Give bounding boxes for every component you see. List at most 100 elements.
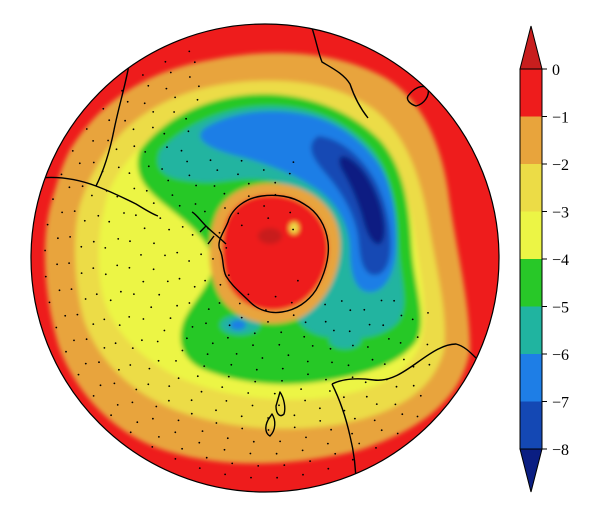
stipple-dot xyxy=(198,467,201,469)
stipple-dot xyxy=(131,401,134,404)
stipple-dot xyxy=(324,303,326,306)
stipple-dot xyxy=(91,194,93,197)
colorbar-tick-label: −5 xyxy=(552,300,569,317)
stipple-dot xyxy=(129,364,132,366)
stipple-dot xyxy=(118,368,120,371)
stipple-dot xyxy=(60,173,63,176)
stipple-dot xyxy=(145,189,148,192)
stipple-dot xyxy=(104,273,107,276)
stipple-dot xyxy=(319,407,321,410)
field-blue-patch-south-core xyxy=(230,320,246,330)
stipple-dot xyxy=(275,452,278,455)
stipple-dot xyxy=(180,149,183,152)
stipple-dot xyxy=(396,432,399,435)
stipple-dot xyxy=(61,211,63,214)
significance-stipple xyxy=(44,50,431,479)
stipple-dot xyxy=(289,211,292,214)
stipple-dot xyxy=(301,449,304,452)
stipple-dot xyxy=(274,295,277,298)
colorbar-bin xyxy=(520,69,542,117)
stipple-dot xyxy=(401,413,404,416)
field-antarctica-dip xyxy=(289,222,299,234)
colorbar-tick-label: −6 xyxy=(552,347,569,364)
stipple-dot xyxy=(278,404,280,407)
stipple-dot xyxy=(292,161,295,164)
stipple-dot xyxy=(118,324,121,326)
colorbar-tick-labels: 0 −1 −2 −3 −4 −5 −6 −7 −8 xyxy=(552,62,569,459)
stipple-dot xyxy=(117,166,120,169)
stipple-dot xyxy=(416,336,419,338)
stipple-dot xyxy=(293,414,296,417)
stipple-dot xyxy=(52,198,54,201)
stipple-dot xyxy=(203,365,206,367)
field-minus-7-to-minus-8 xyxy=(311,136,391,276)
stipple-dot xyxy=(148,367,151,370)
stipple-dot xyxy=(152,417,154,420)
stipple-dot xyxy=(97,214,100,217)
stipple-dot xyxy=(218,302,221,304)
stipple-dot xyxy=(252,440,255,443)
stipple-dot xyxy=(237,212,240,215)
stipple-dot xyxy=(65,350,67,353)
stipple-dot xyxy=(124,119,126,122)
stipple-dot xyxy=(375,447,377,449)
stipple-dot xyxy=(351,376,354,379)
stipple-dot xyxy=(333,329,335,332)
stipple-dot xyxy=(193,61,196,64)
colorbar-tick-label: −1 xyxy=(552,110,569,127)
stipple-dot xyxy=(178,204,181,207)
madagascar xyxy=(406,85,430,107)
stipple-dot xyxy=(181,226,184,228)
stipple-dot xyxy=(147,383,150,386)
stipple-dot xyxy=(223,448,226,451)
stipple-dot xyxy=(58,289,61,292)
stipple-dot xyxy=(141,339,143,342)
stipple-dot xyxy=(147,165,150,168)
stipple-dot xyxy=(103,347,106,349)
stipple-dot xyxy=(305,436,307,439)
stipple-dot xyxy=(123,212,125,214)
stipple-dot xyxy=(108,220,111,223)
stipple-dot xyxy=(219,283,222,286)
stipple-dot xyxy=(351,432,353,435)
stipple-dot xyxy=(240,159,243,162)
stipple-dot xyxy=(249,452,252,455)
stipple-dot xyxy=(178,277,181,280)
stipple-dot xyxy=(306,360,309,363)
stipple-dot xyxy=(211,342,214,345)
stipple-dot xyxy=(166,146,168,149)
stipple-dot xyxy=(224,473,227,476)
stipple-dot xyxy=(152,126,154,129)
stipple-dot xyxy=(303,335,306,338)
stipple-dot xyxy=(227,336,229,339)
stipple-dot xyxy=(200,253,203,256)
stipple-dot xyxy=(85,128,88,130)
stipple-dot xyxy=(44,275,47,278)
stipple-dot xyxy=(267,217,270,220)
stipple-dot xyxy=(102,107,105,110)
stipple-dot xyxy=(188,174,191,177)
stipple-dot xyxy=(98,361,100,364)
stipple-dot xyxy=(68,186,71,189)
africa-coast xyxy=(311,27,369,119)
stipple-dot xyxy=(186,160,189,163)
stipple-dot xyxy=(188,302,191,304)
stipple-dot xyxy=(108,119,111,122)
stipple-dot xyxy=(393,299,395,302)
stipple-dot xyxy=(152,268,155,271)
stipple-dot xyxy=(375,403,378,405)
stipple-dot xyxy=(297,279,299,282)
stipple-dot xyxy=(215,422,218,424)
stipple-dot xyxy=(68,262,70,264)
stipple-dot xyxy=(117,238,120,240)
stipple-dot xyxy=(254,380,257,383)
stipple-dot xyxy=(147,84,150,87)
stipple-dot xyxy=(380,299,383,302)
stipple-dot xyxy=(319,420,322,422)
stipple-dot xyxy=(228,274,230,277)
stipple-dot xyxy=(368,323,371,326)
stipple-dot xyxy=(371,358,374,361)
stipple-dot xyxy=(257,465,260,467)
field-antarctica-core xyxy=(222,195,329,311)
stipple-dot xyxy=(81,185,84,188)
